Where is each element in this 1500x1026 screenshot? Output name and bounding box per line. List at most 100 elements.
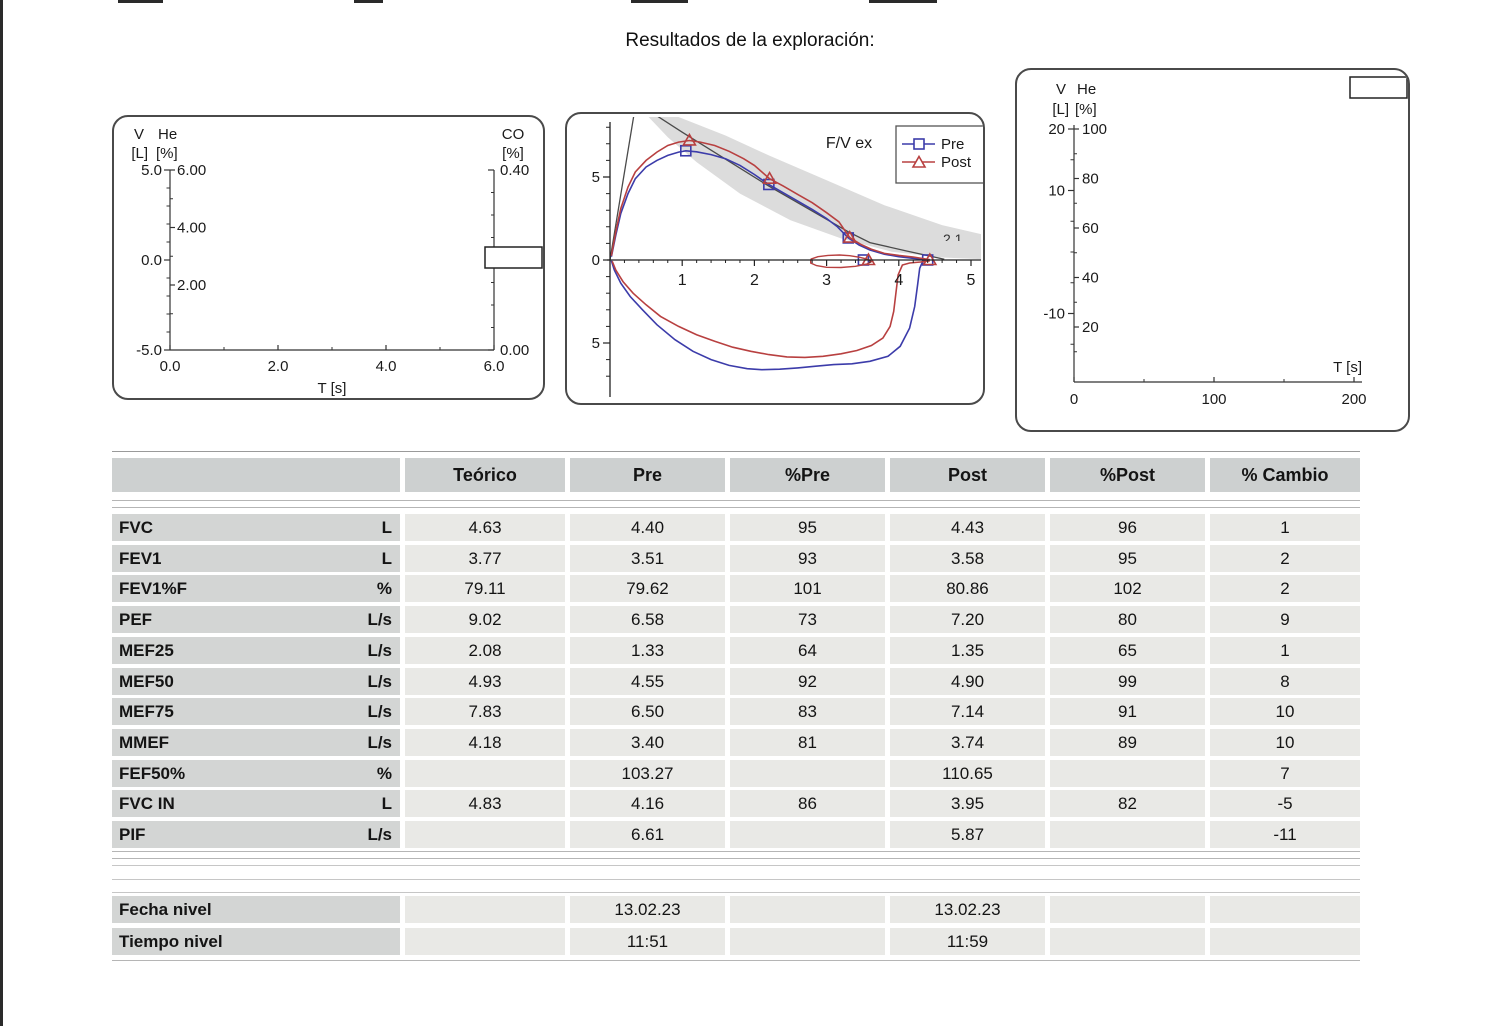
svg-text:5.0: 5.0: [141, 162, 162, 179]
value-cell: [1050, 896, 1205, 923]
cropped-text-remnant: [869, 0, 937, 3]
param-unit: L/s: [367, 824, 392, 844]
svg-text:5: 5: [592, 169, 600, 186]
svg-text:5: 5: [967, 272, 976, 289]
partial-annotation: 2.1: [943, 231, 963, 247]
value-cell: 79.11: [405, 575, 565, 602]
svg-text:20: 20: [1048, 121, 1065, 138]
value-cell: 3.95: [890, 790, 1045, 817]
svg-text:2.1: 2.1: [943, 231, 963, 247]
param-unit: L: [381, 517, 392, 537]
header-cell: Teórico: [405, 458, 565, 492]
value-cell: 93: [730, 545, 885, 572]
value-cell: 3.51: [570, 545, 725, 572]
svg-text:2: 2: [750, 272, 759, 289]
results-table: Teórico Pre %Pre Post %Post% Cambio FVC L 4.63 4…: [112, 450, 1360, 970]
predicted-curve: [609, 117, 945, 261]
table-row-label: MEF50 L/s: [112, 668, 400, 695]
svg-text:-5.0: -5.0: [136, 342, 162, 359]
param-unit: L/s: [367, 609, 392, 629]
param-name: PIF: [119, 824, 146, 844]
empty-value-box: [484, 246, 543, 269]
table-row-label: PIF L/s: [112, 821, 400, 848]
value-cell: 95: [1050, 545, 1205, 572]
value-cell: 1.35: [890, 637, 1045, 664]
svg-text:[%]: [%]: [502, 145, 524, 162]
table-separator-line: [112, 851, 1360, 852]
table-separator-line: [112, 507, 1360, 508]
value-cell: 101: [730, 575, 885, 602]
value-cell: 73: [730, 606, 885, 633]
param-unit: %: [376, 763, 392, 783]
value-cell: [1050, 928, 1205, 955]
value-cell: 86: [730, 790, 885, 817]
table-separator-line: [112, 858, 1360, 859]
svg-text:5: 5: [592, 335, 600, 352]
value-cell: [405, 928, 565, 955]
svg-text:0.0: 0.0: [141, 252, 162, 269]
value-cell: [730, 760, 885, 787]
series-post: [610, 132, 938, 359]
header-cell: %Post: [1050, 458, 1205, 492]
param-name: FVC: [119, 517, 153, 537]
value-cell: 80.86: [890, 575, 1045, 602]
table-row-label: FEF50%%: [112, 760, 400, 787]
value-cell: 13.02.23: [570, 896, 725, 923]
value-cell: 4.93: [405, 668, 565, 695]
axes: 5.00.0-5.06.004.002.000.400.000.0 2.0 4.0 6…: [131, 126, 529, 397]
header-cell-param: [112, 458, 400, 492]
value-cell: 4.83: [405, 790, 565, 817]
table-row-label: MEF75 L/s: [112, 698, 400, 725]
svg-text:20: 20: [1082, 319, 1099, 336]
param-unit: L: [381, 548, 392, 568]
param-name: Fecha nivel: [119, 899, 212, 919]
svg-text:1: 1: [678, 272, 687, 289]
value-cell: 9.02: [405, 606, 565, 633]
value-cell: 89: [1050, 729, 1205, 756]
value-cell: 6.50: [570, 698, 725, 725]
value-cell: 91: [1050, 698, 1205, 725]
svg-text:60: 60: [1082, 220, 1099, 237]
svg-text:V: V: [134, 126, 144, 143]
svg-text:2.00: 2.00: [177, 277, 206, 294]
value-cell: 2: [1210, 545, 1360, 572]
svg-text:[%]: [%]: [1075, 101, 1097, 118]
value-cell: 1: [1210, 637, 1360, 664]
value-cell: -11: [1210, 821, 1360, 848]
page-title: Resultados de la exploración:: [625, 30, 875, 51]
svg-text:0.40: 0.40: [500, 162, 529, 179]
volume-helium-time-chart-panel: 20 10 -10 100 80 60 40 20 0 100 200 V [L] He [%] T [s]: [1015, 68, 1410, 432]
param-name: MEF75: [119, 701, 174, 721]
svg-text:6.0: 6.0: [484, 358, 505, 375]
value-cell: 95: [730, 514, 885, 541]
table-row-label: FEV1 L: [112, 545, 400, 572]
param-unit: %: [376, 578, 392, 598]
value-cell: 82: [1050, 790, 1205, 817]
cropped-text-remnant: [354, 0, 383, 3]
page-left-border: [0, 0, 3, 1026]
value-cell: 7.14: [890, 698, 1045, 725]
param-unit: L/s: [367, 732, 392, 752]
value-cell: [730, 821, 885, 848]
svg-text:200: 200: [1341, 391, 1366, 408]
value-cell: 3.40: [570, 729, 725, 756]
value-cell: [405, 760, 565, 787]
table-row-label: FVC L: [112, 514, 400, 541]
svg-text:4.00: 4.00: [177, 220, 206, 237]
table-separator-line: [112, 960, 1360, 961]
value-cell: [730, 896, 885, 923]
value-cell: 10: [1210, 729, 1360, 756]
svg-text:4.0: 4.0: [376, 358, 397, 375]
svg-text:He: He: [158, 126, 177, 143]
svg-text:V: V: [1056, 81, 1066, 98]
value-cell: 3.58: [890, 545, 1045, 572]
svg-text:4: 4: [894, 272, 903, 289]
value-cell: 1.33: [570, 637, 725, 664]
svg-text:40: 40: [1082, 270, 1099, 287]
param-name: Tiempo nivel: [119, 931, 223, 951]
value-cell: 110.65: [890, 760, 1045, 787]
svg-text:Pre: Pre: [941, 136, 964, 153]
value-cell: 4.55: [570, 668, 725, 695]
